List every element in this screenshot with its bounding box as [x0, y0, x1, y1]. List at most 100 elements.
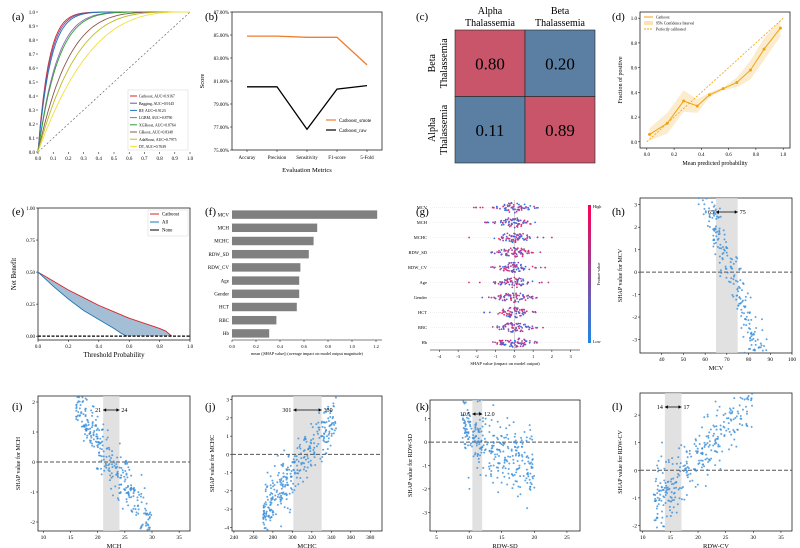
shap-point [139, 495, 142, 498]
x-tick-label: 10 [640, 535, 646, 541]
shap-point [550, 236, 553, 239]
shap-point [482, 444, 485, 447]
shap-point [504, 294, 506, 297]
y-tick-label: 0 [32, 460, 35, 466]
x-tick-label: 0.8 [325, 344, 331, 349]
shap-point [499, 207, 501, 210]
shap-point [98, 451, 101, 454]
shap-point [682, 469, 685, 472]
x-tick-label: 0.9 [172, 157, 179, 162]
shap-point [725, 240, 728, 243]
y-tick-label: 0.3 [29, 109, 36, 114]
shap-point [83, 424, 86, 427]
shap-point [745, 315, 748, 318]
shap-point [499, 251, 502, 254]
shap-point [477, 457, 480, 460]
shap-point [531, 325, 534, 328]
shap-point [86, 434, 89, 437]
shap-point [325, 435, 328, 438]
shap-point [523, 431, 526, 434]
shap-point [475, 422, 478, 425]
shap-point [537, 206, 539, 209]
shap-point [535, 296, 538, 299]
shap-point [706, 457, 709, 460]
x-tick-label: Precision [268, 156, 287, 161]
shap-point [530, 251, 533, 254]
shap-point [498, 326, 501, 328]
shap-point [510, 224, 512, 227]
feature-label: MCH [417, 220, 428, 225]
shap-point [491, 266, 494, 268]
shap-point [304, 435, 307, 438]
shap-point [675, 462, 678, 465]
shap-point [515, 222, 518, 225]
shap-point [140, 473, 143, 476]
x-tick-label: 0.1 [50, 157, 57, 162]
shap-point [475, 444, 478, 447]
shap-point [514, 255, 517, 258]
shap-point [497, 491, 500, 494]
heatmap-cell [524, 29, 596, 97]
calibration-point [648, 132, 652, 136]
shap-point [731, 258, 734, 261]
shap-point [280, 498, 283, 501]
shap-point [108, 470, 111, 473]
shap-point [89, 427, 92, 430]
shap-point [657, 490, 660, 493]
shap-point [520, 314, 522, 317]
shap-point [297, 437, 300, 440]
shap-point [265, 512, 268, 515]
shap-point [506, 205, 509, 208]
shap-point [323, 440, 326, 443]
benefit-area [38, 272, 172, 337]
shap-point [89, 434, 92, 437]
shap-point [509, 280, 512, 282]
shap-point [656, 516, 659, 519]
shap-point [504, 311, 507, 313]
x-tick-label: 380 [366, 535, 375, 541]
shap-point [502, 265, 504, 268]
calibration-point [695, 104, 699, 108]
shap-point [498, 249, 500, 252]
shap-point [148, 526, 151, 529]
x-tick-label: 1.0 [349, 344, 355, 349]
shap-point [687, 467, 690, 470]
x-tick-label: 0.0 [35, 157, 42, 162]
x-tick-label: 1.0 [187, 345, 194, 350]
shap-point [284, 476, 287, 479]
panel-label-e: (e) [12, 206, 25, 218]
shap-point [504, 249, 507, 252]
importance-bar [232, 289, 300, 299]
shap-point [518, 277, 521, 280]
shap-point [517, 267, 520, 270]
shap-point [100, 428, 103, 431]
shap-point [468, 487, 471, 490]
shap-point [85, 398, 88, 401]
shap-point [512, 261, 515, 264]
cell-value: 0.89 [545, 121, 575, 140]
y-tick-label: -4 [224, 525, 229, 531]
shap-point [110, 476, 113, 479]
shap-point [516, 224, 519, 227]
shap-point [310, 422, 313, 425]
legend-entry: Catboost, AUC=0.9167 [139, 95, 175, 100]
shap-point [276, 495, 279, 498]
shap-point [467, 417, 470, 420]
y-axis-label: Net Benefit [10, 258, 18, 291]
x-tick-label: 5-Fold [360, 156, 374, 161]
feature-label: Age [221, 279, 230, 284]
shap-point [262, 512, 265, 515]
shap-point [745, 324, 748, 327]
shap-point [284, 492, 287, 495]
shap-point [695, 445, 698, 448]
shap-point [506, 266, 509, 269]
shap-point [282, 472, 285, 475]
shap-point [329, 416, 332, 419]
shap-point [511, 223, 513, 226]
shap-point [289, 508, 292, 511]
shap-point [492, 404, 495, 407]
shap-point [504, 219, 507, 222]
y-tick-label: 0.2 [29, 123, 36, 128]
panel-label: (d) [612, 11, 625, 23]
shap-point [283, 506, 286, 509]
